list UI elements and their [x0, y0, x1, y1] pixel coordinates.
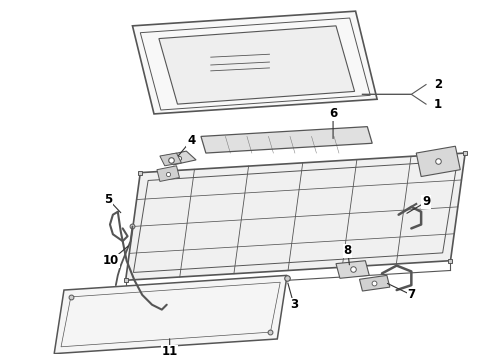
Polygon shape: [125, 153, 465, 280]
Polygon shape: [360, 275, 390, 291]
Text: 10: 10: [103, 254, 119, 267]
Text: 1: 1: [434, 98, 442, 111]
Polygon shape: [157, 166, 179, 181]
Polygon shape: [54, 275, 287, 354]
Text: 5: 5: [104, 193, 112, 206]
Text: 2: 2: [434, 78, 442, 91]
Text: 6: 6: [329, 107, 337, 120]
Text: 9: 9: [422, 195, 430, 208]
Text: 3: 3: [290, 298, 298, 311]
Polygon shape: [160, 153, 181, 166]
Text: 11: 11: [162, 345, 178, 358]
Text: 8: 8: [343, 244, 352, 257]
Polygon shape: [416, 146, 460, 176]
Polygon shape: [159, 26, 355, 104]
Polygon shape: [164, 151, 196, 165]
Polygon shape: [201, 127, 372, 153]
Polygon shape: [132, 11, 377, 114]
Polygon shape: [336, 261, 369, 278]
Text: 4: 4: [187, 134, 196, 147]
Text: 7: 7: [407, 288, 416, 301]
